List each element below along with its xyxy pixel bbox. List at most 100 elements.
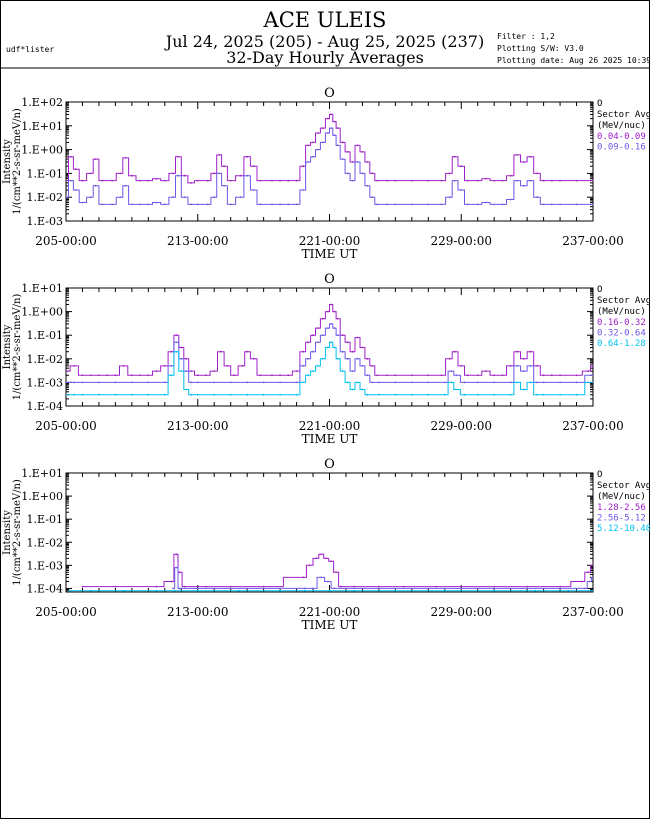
data-point — [303, 589, 306, 592]
data-point — [312, 334, 314, 337]
data-point — [213, 172, 216, 175]
data-point — [246, 381, 249, 384]
y-axis-label: Intensity — [2, 139, 13, 184]
data-point — [493, 374, 496, 377]
data-point — [229, 203, 232, 206]
data-point — [522, 184, 525, 187]
data-point — [307, 341, 309, 344]
data-point — [147, 203, 150, 206]
data-point — [341, 141, 344, 144]
x-tick-label: 221-00:00 — [299, 419, 361, 433]
data-point — [542, 179, 545, 182]
data-point — [122, 365, 125, 367]
data-point — [147, 381, 150, 384]
data-point — [463, 381, 466, 384]
data-point — [66, 393, 67, 396]
data-point — [68, 589, 71, 592]
data-point — [410, 393, 413, 396]
data-point — [196, 393, 199, 396]
data-point — [493, 381, 496, 384]
y-tick-label: 1.E-02 — [27, 353, 63, 366]
data-point — [559, 381, 561, 384]
figure-title: ACE ULEIS — [263, 8, 387, 32]
data-point — [89, 196, 92, 199]
data-point — [575, 381, 578, 384]
data-point — [325, 557, 328, 560]
data-point — [536, 365, 538, 367]
data-point — [308, 564, 311, 567]
data-point — [315, 557, 318, 560]
data-point — [139, 179, 142, 182]
data-point — [330, 113, 332, 116]
data-point — [185, 370, 188, 372]
data-point — [131, 174, 133, 177]
data-point — [493, 203, 496, 206]
data-point — [155, 370, 158, 372]
data-point — [509, 381, 512, 384]
data-point — [155, 585, 158, 588]
data-point — [218, 154, 221, 156]
data-point — [177, 174, 179, 177]
data-point — [206, 203, 209, 206]
data-point — [476, 381, 479, 384]
data-point — [386, 374, 388, 377]
data-point — [351, 179, 354, 182]
data-point — [259, 203, 262, 206]
data-point — [493, 585, 496, 588]
legend-units: (MeV/nuc) — [597, 307, 646, 317]
data-point — [583, 587, 586, 590]
data-point — [322, 141, 324, 144]
data-point — [246, 350, 249, 353]
data-point — [175, 350, 178, 353]
data-point — [218, 172, 221, 175]
data-point — [307, 357, 309, 360]
data-point — [279, 393, 281, 396]
data-point — [346, 341, 349, 344]
data-point — [427, 179, 430, 182]
data-point — [333, 120, 336, 123]
data-point — [542, 381, 545, 384]
x-axis-label: TIME UT — [302, 432, 358, 446]
panel-title: O — [324, 86, 335, 101]
data-point — [493, 589, 496, 592]
data-point — [114, 393, 117, 396]
data-point — [271, 203, 273, 206]
data-point — [361, 365, 364, 367]
data-point — [94, 158, 97, 161]
data-point — [139, 374, 142, 377]
y-tick-label: 1.E-01 — [27, 513, 63, 526]
data-point — [346, 151, 349, 153]
data-point — [440, 374, 443, 377]
data-point — [111, 203, 113, 206]
x-tick-label: 205-00:00 — [35, 605, 97, 619]
data-point — [427, 203, 430, 206]
data-point — [229, 381, 232, 384]
x-tick-label: 205-00:00 — [35, 234, 97, 248]
data-point — [346, 172, 349, 175]
legend-units: (MeV/nuc) — [597, 121, 646, 131]
data-point — [592, 179, 593, 182]
data-point — [466, 374, 469, 377]
data-point — [73, 381, 76, 384]
legend-units: (MeV/nuc) — [597, 492, 646, 502]
data-point — [366, 374, 369, 377]
chart-panels: O 1.E-03 1.E-02 1.E-01 1.E+00 1.E+01 1.E+02 205… — [2, 86, 650, 632]
data-point — [317, 341, 319, 344]
data-point — [536, 172, 538, 175]
data-point — [229, 179, 232, 182]
panel-title: O — [324, 272, 335, 287]
data-point — [287, 374, 290, 377]
data-point — [336, 357, 339, 360]
data-point — [327, 580, 329, 583]
data-point — [89, 374, 92, 377]
y-axis-unit-label: 1/(cm**2-s-sr-meV/n) — [12, 294, 23, 401]
data-point — [448, 357, 451, 360]
data-point — [522, 370, 525, 372]
legend-heading: Sector Avg — [597, 110, 650, 120]
data-point — [175, 553, 178, 556]
data-point — [427, 393, 430, 396]
data-point — [330, 303, 332, 306]
data-point — [287, 203, 290, 206]
data-point — [516, 350, 519, 353]
data-point — [295, 203, 298, 206]
